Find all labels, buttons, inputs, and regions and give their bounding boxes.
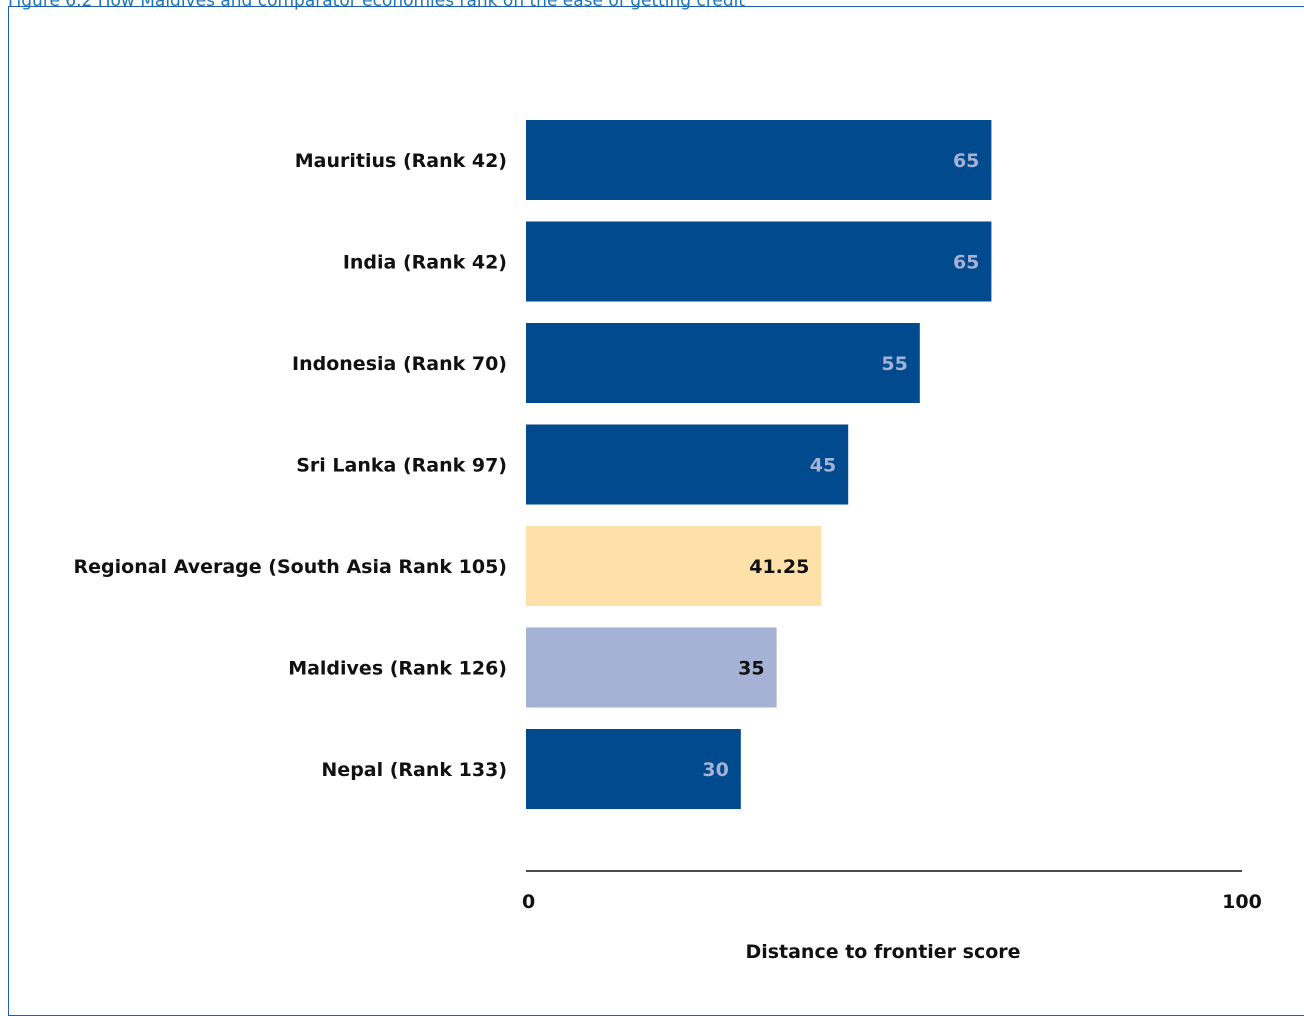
data-label: 41.25 [749, 556, 809, 578]
bar [526, 526, 822, 606]
category-label: Mauritius (Rank 42) [295, 150, 507, 172]
bar [526, 627, 777, 708]
data-label: 45 [810, 455, 836, 477]
category-label: Maldives (Rank 126) [288, 658, 507, 680]
data-label: 30 [702, 759, 728, 781]
category-label: Nepal (Rank 133) [321, 759, 507, 781]
x-tick-labels: 0 100 [522, 891, 1262, 913]
bar [526, 120, 992, 200]
category-labels: Mauritius (Rank 42) India (Rank 42) Indone… [74, 150, 507, 781]
figure-title: Figure 6.2 How Maldives and comparator e… [8, 0, 746, 11]
bar [526, 729, 741, 809]
bar [526, 424, 849, 505]
x-axis-label: Distance to frontier score [745, 941, 1020, 963]
data-label: 35 [738, 658, 764, 680]
data-label: 55 [881, 353, 907, 375]
bar [526, 323, 920, 403]
bar [526, 221, 992, 302]
data-label: 65 [953, 252, 979, 274]
category-label: Indonesia (Rank 70) [292, 353, 507, 375]
x-tick-label: 100 [1222, 891, 1262, 913]
x-tick-label: 0 [522, 891, 535, 913]
category-label: India (Rank 42) [343, 252, 507, 274]
category-label: Sri Lanka (Rank 97) [296, 455, 507, 477]
category-label: Regional Average (South Asia Rank 105) [74, 556, 507, 578]
bars [526, 120, 992, 809]
data-label: 65 [953, 150, 979, 172]
value-labels: 65 65 55 45 41.25 35 30 [702, 150, 979, 781]
